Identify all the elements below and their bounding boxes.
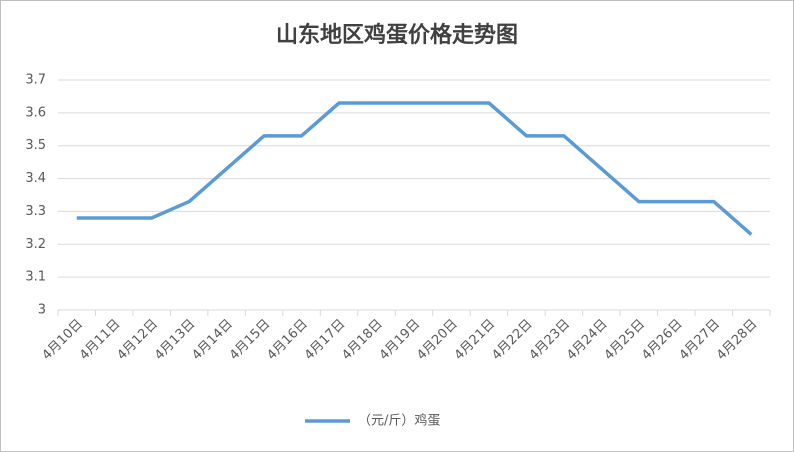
data-line bbox=[76, 101, 753, 236]
y-tick-label: 3.2 bbox=[25, 237, 46, 252]
y-tick-label: 3.1 bbox=[25, 270, 46, 285]
y-tick-label: 3 bbox=[38, 303, 46, 318]
legend-label: （元/斤）鸡蛋 bbox=[358, 413, 440, 429]
y-tick-label: 3.5 bbox=[25, 138, 46, 153]
y-tick-label: 3.3 bbox=[25, 204, 46, 219]
y-tick-label: 3.4 bbox=[25, 171, 46, 186]
y-tick-label: 3.7 bbox=[25, 73, 46, 88]
chart-title: 山东地区鸡蛋价格走势图 bbox=[276, 22, 518, 48]
y-tick-label: 3.6 bbox=[25, 105, 46, 120]
